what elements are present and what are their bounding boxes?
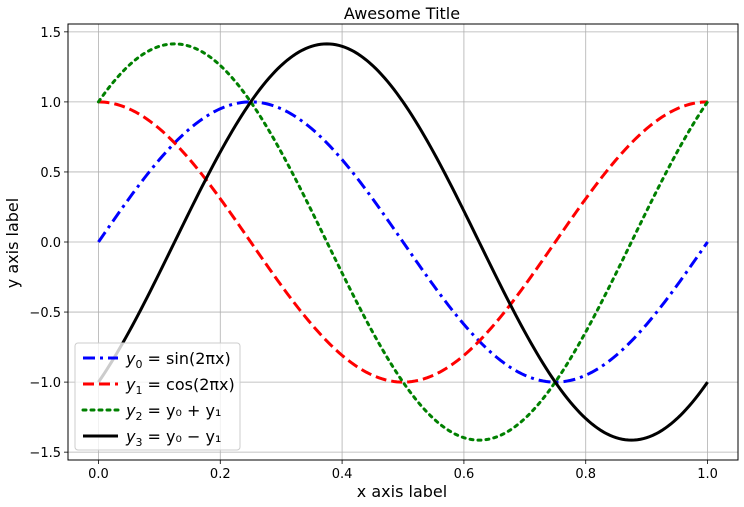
chart-title: Awesome Title (344, 4, 460, 23)
legend-entry: y3 = y₀ − y₁ (125, 427, 221, 449)
series-lines (96, 42, 710, 442)
legend-entry: y1 = cos(2πx) (125, 375, 235, 397)
y-tick-label: 1.0 (40, 96, 61, 111)
legend-expression: = cos(2πx) (142, 375, 234, 394)
legend-var: y (125, 349, 136, 368)
y-tick-label: −0.5 (29, 306, 61, 321)
legend-entry: y0 = sin(2πx) (125, 349, 231, 371)
legend-subscript: 1 (135, 384, 142, 397)
y-tick-label: −1.5 (29, 446, 61, 461)
series-line-y1 (98, 100, 708, 384)
legend-var: y (125, 427, 136, 446)
legend-expression: = y₀ + y₁ (142, 401, 221, 420)
y-tick-label: 0.0 (40, 236, 61, 251)
x-tick-label: 0.8 (575, 467, 596, 482)
y-tick-label: −1.0 (29, 376, 61, 391)
legend-subscript: 2 (135, 410, 142, 423)
y-tick-label: 0.5 (40, 166, 61, 181)
series-line-y2 (96, 42, 710, 442)
x-tick-label: 1.0 (697, 467, 718, 482)
x-axis-label: x axis label (357, 482, 447, 501)
legend-subscript: 0 (135, 358, 142, 371)
legend-subscript: 3 (135, 436, 142, 449)
x-tick-label: 0.0 (88, 467, 109, 482)
legend-entry: y2 = y₀ + y₁ (125, 401, 221, 423)
legend-var: y (125, 401, 136, 420)
legend: y0 = sin(2πx)y1 = cos(2πx)y2 = y₀ + y₁y3… (74, 342, 241, 451)
x-tick-label: 0.4 (332, 467, 353, 482)
x-tick-label: 0.6 (454, 467, 475, 482)
series-line-y0 (97, 100, 709, 384)
axis-ticks: 0.0 0.2 0.4 0.6 0.8 1.0 −1.5 −1.0 −0.5 0.0 0.5 1.0 1… (29, 26, 717, 482)
series-line-y3 (97, 42, 709, 442)
y-tick-label: 1.5 (40, 26, 61, 41)
legend-var: y (125, 375, 136, 394)
legend-expression: = y₀ − y₁ (142, 427, 221, 446)
x-tick-label: 0.2 (210, 467, 231, 482)
legend-expression: = sin(2πx) (142, 349, 230, 368)
legend-frame (74, 342, 241, 451)
y-axis-label: y axis label (3, 198, 22, 288)
